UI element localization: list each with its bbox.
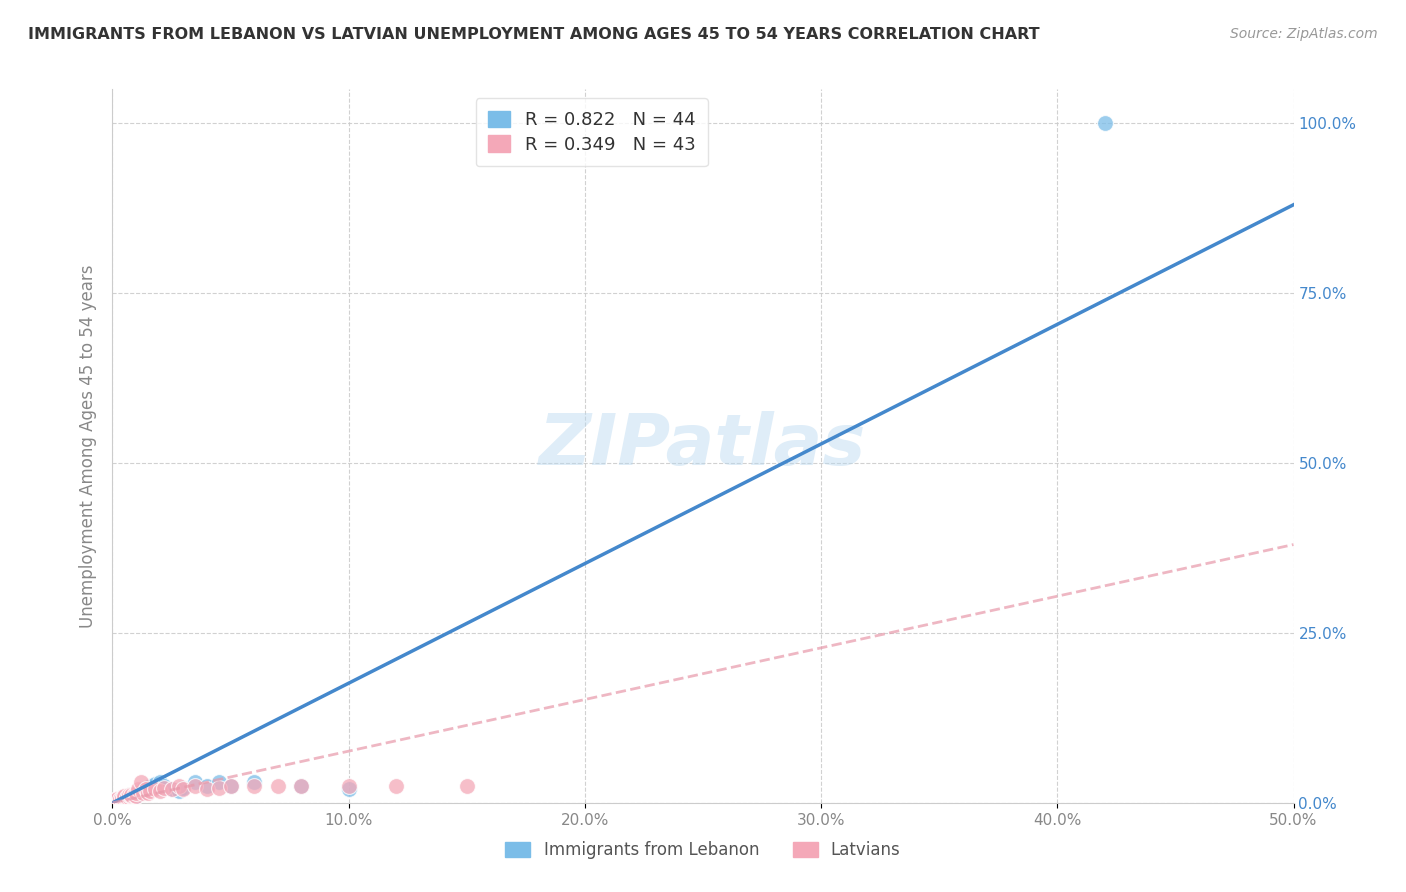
Point	[139, 779, 162, 793]
Point	[208, 780, 231, 795]
Text: Source: ZipAtlas.com: Source: ZipAtlas.com	[1230, 27, 1378, 41]
Point	[120, 788, 142, 802]
Point	[172, 782, 194, 797]
Point	[118, 789, 141, 803]
Point	[127, 786, 149, 800]
Point	[456, 779, 478, 793]
Point	[112, 789, 135, 803]
Point	[125, 789, 148, 803]
Point	[208, 775, 231, 789]
Point	[160, 782, 183, 797]
Point	[105, 794, 128, 808]
Point	[108, 791, 131, 805]
Point	[122, 788, 145, 802]
Point	[195, 779, 218, 793]
Point	[195, 782, 218, 797]
Point	[132, 782, 155, 797]
Point	[122, 789, 145, 803]
Point	[167, 783, 190, 797]
Point	[1094, 116, 1116, 130]
Point	[129, 783, 152, 797]
Point	[104, 793, 127, 807]
Text: ZIPatlas: ZIPatlas	[540, 411, 866, 481]
Point	[167, 779, 190, 793]
Point	[112, 791, 135, 805]
Point	[112, 789, 135, 804]
Point	[160, 782, 183, 797]
Point	[129, 775, 152, 789]
Point	[385, 779, 408, 793]
Point	[125, 786, 148, 800]
Point	[172, 780, 194, 795]
Point	[149, 783, 172, 797]
Point	[136, 786, 159, 800]
Point	[118, 790, 141, 805]
Point	[118, 791, 141, 805]
Point	[108, 794, 131, 808]
Point	[337, 779, 360, 793]
Point	[108, 791, 131, 805]
Point	[125, 786, 148, 800]
Point	[111, 792, 134, 806]
Point	[290, 779, 312, 793]
Point	[112, 792, 135, 806]
Point	[104, 795, 127, 809]
Point	[127, 782, 149, 797]
Point	[104, 794, 127, 808]
Point	[120, 789, 142, 803]
Point	[267, 779, 290, 793]
Point	[112, 791, 135, 805]
Point	[105, 792, 128, 806]
Text: IMMIGRANTS FROM LEBANON VS LATVIAN UNEMPLOYMENT AMONG AGES 45 TO 54 YEARS CORREL: IMMIGRANTS FROM LEBANON VS LATVIAN UNEMP…	[28, 27, 1040, 42]
Point	[135, 782, 157, 797]
Point	[125, 789, 148, 803]
Point	[118, 789, 141, 803]
Point	[108, 792, 131, 806]
Point	[149, 775, 172, 789]
Point	[111, 793, 134, 807]
Point	[243, 775, 266, 789]
Point	[118, 789, 141, 804]
Point	[111, 791, 134, 805]
Point	[290, 779, 312, 793]
Point	[219, 779, 242, 793]
Point	[184, 779, 207, 793]
Point	[104, 794, 127, 808]
Y-axis label: Unemployment Among Ages 45 to 54 years: Unemployment Among Ages 45 to 54 years	[79, 264, 97, 628]
Point	[143, 777, 166, 791]
Point	[105, 794, 128, 808]
Point	[184, 775, 207, 789]
Point	[136, 780, 159, 795]
Point	[112, 790, 135, 805]
Point	[120, 790, 142, 805]
Point	[108, 793, 131, 807]
Point	[115, 791, 138, 805]
Point	[111, 790, 134, 805]
Point	[115, 789, 138, 804]
Point	[153, 780, 176, 795]
Point	[337, 782, 360, 797]
Point	[115, 791, 138, 805]
Point	[111, 791, 134, 805]
Point	[122, 789, 145, 804]
Point	[143, 782, 166, 797]
Point	[120, 789, 142, 803]
Point	[105, 791, 128, 805]
Point	[105, 793, 128, 807]
Point	[243, 779, 266, 793]
Point	[153, 779, 176, 793]
Legend: Immigrants from Lebanon, Latvians: Immigrants from Lebanon, Latvians	[499, 835, 907, 866]
Point	[115, 790, 138, 805]
Point	[219, 779, 242, 793]
Point	[132, 786, 155, 800]
Point	[105, 792, 128, 806]
Point	[139, 783, 162, 797]
